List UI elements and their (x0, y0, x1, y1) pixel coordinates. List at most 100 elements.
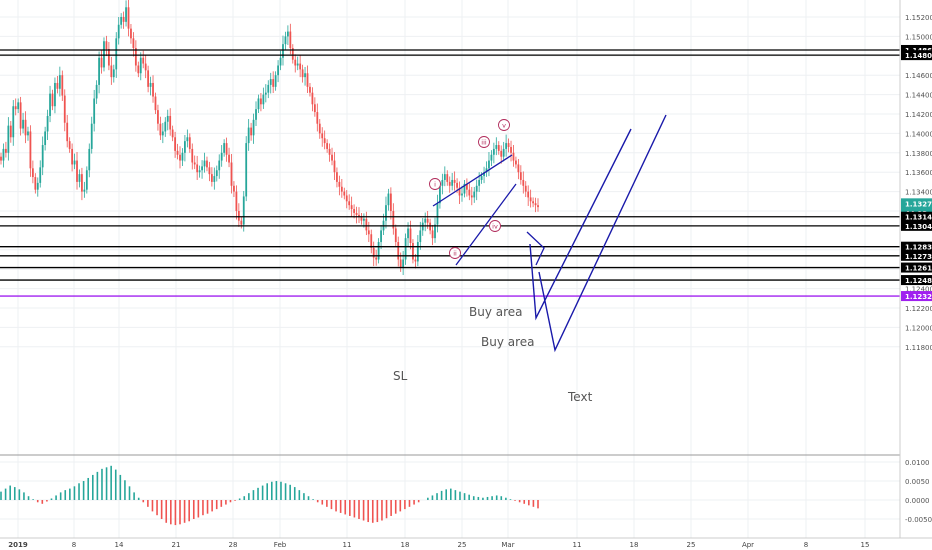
price-axis-ticks: 1.152001.150001.148001.146001.144001.142… (905, 14, 932, 352)
candle (12, 100, 15, 146)
candle (100, 49, 103, 74)
candle (31, 160, 34, 184)
candle (93, 89, 96, 132)
candle (49, 85, 51, 123)
svg-text:1.12617: 1.12617 (905, 265, 932, 273)
trendline-upper-wedge[interactable] (432, 154, 513, 207)
svg-text:1.12323: 1.12323 (905, 293, 932, 301)
candle (198, 165, 201, 178)
time-tick-label: 11 (573, 541, 582, 549)
candle (206, 156, 208, 172)
candle (90, 116, 93, 154)
candle (269, 72, 272, 94)
candle (512, 145, 515, 167)
candle (98, 51, 100, 94)
projection-path-2[interactable] (529, 128, 632, 321)
candle (336, 167, 338, 188)
candle (338, 175, 341, 196)
candle (527, 185, 530, 206)
candle (461, 185, 463, 202)
candle (73, 153, 76, 170)
candle (27, 126, 29, 141)
candle (412, 239, 414, 264)
candle (377, 238, 380, 264)
time-tick-label: 8 (72, 541, 76, 549)
candle (242, 191, 245, 232)
candle (358, 207, 360, 224)
time-axis[interactable]: 2019 8 14 21 28 Feb 11 18 25 Mar 11 18 25 Apr 8 15 (0, 537, 932, 549)
candle (176, 143, 179, 160)
svg-text:iv: iv (492, 223, 498, 231)
price-tag: 1.12617 (901, 262, 932, 273)
candle (29, 125, 32, 177)
candle (485, 161, 488, 177)
candle (343, 187, 346, 200)
oscillator-histogram (0, 465, 539, 526)
candle (463, 179, 466, 198)
wave-label-v: v (498, 119, 510, 131)
svg-text:ii: ii (453, 250, 457, 258)
candle (164, 117, 167, 137)
time-tick-label: 8 (804, 541, 808, 549)
price-tick-label: 1.15000 (905, 33, 932, 41)
candle (465, 178, 468, 197)
candle (152, 75, 154, 103)
candle (17, 98, 20, 114)
candle (441, 173, 444, 195)
candle (316, 103, 319, 132)
projection-path-1[interactable] (526, 231, 545, 266)
candle (147, 65, 150, 93)
candle (267, 80, 270, 99)
candle (81, 167, 83, 201)
candle (416, 235, 419, 267)
candle (228, 147, 230, 168)
candle (36, 177, 39, 197)
trendline-lower-wedge[interactable] (455, 183, 517, 266)
wave-label-i: i (429, 178, 441, 190)
candle (522, 171, 525, 194)
candle (215, 165, 218, 182)
candle (510, 140, 512, 162)
time-tick-label: Feb (274, 541, 287, 549)
price-tag: 1.12738 (901, 250, 932, 261)
candle (51, 89, 54, 111)
candle (515, 156, 517, 169)
candle (534, 197, 537, 213)
svg-text:i: i (434, 181, 436, 189)
candle (272, 71, 275, 94)
candle (488, 152, 490, 177)
candle (225, 137, 228, 162)
price-tick-label: 1.11800 (905, 344, 932, 352)
price-panel-background (0, 0, 900, 454)
wave-label-iv: iv (489, 220, 501, 232)
osc-tick-label: 0.0050 (905, 478, 930, 486)
time-tick-label: 25 (687, 541, 696, 549)
candle (44, 126, 47, 151)
svg-text:1.13047: 1.13047 (905, 223, 932, 231)
candle (507, 138, 510, 153)
candle (397, 236, 400, 267)
price-tick-label: 1.14600 (905, 72, 932, 80)
osc-tick-label: 0.0100 (905, 459, 930, 467)
candle (473, 186, 476, 203)
time-tick-label: 21 (172, 541, 181, 549)
candle (2, 143, 5, 168)
time-tick-label: 18 (630, 541, 639, 549)
candle (71, 143, 74, 172)
candle (483, 166, 485, 184)
candle (252, 113, 255, 144)
time-tick-label: Apr (742, 541, 754, 549)
candle (475, 179, 478, 201)
candle (68, 137, 71, 153)
oscillator-panel[interactable] (0, 461, 900, 526)
candle (125, 0, 127, 27)
candle (245, 136, 248, 202)
price-axis[interactable]: 1.152001.150001.148001.146001.144001.142… (899, 0, 932, 538)
projection-path-3[interactable] (538, 114, 667, 353)
candle (95, 80, 98, 104)
candle (502, 141, 505, 162)
candle (7, 117, 10, 161)
